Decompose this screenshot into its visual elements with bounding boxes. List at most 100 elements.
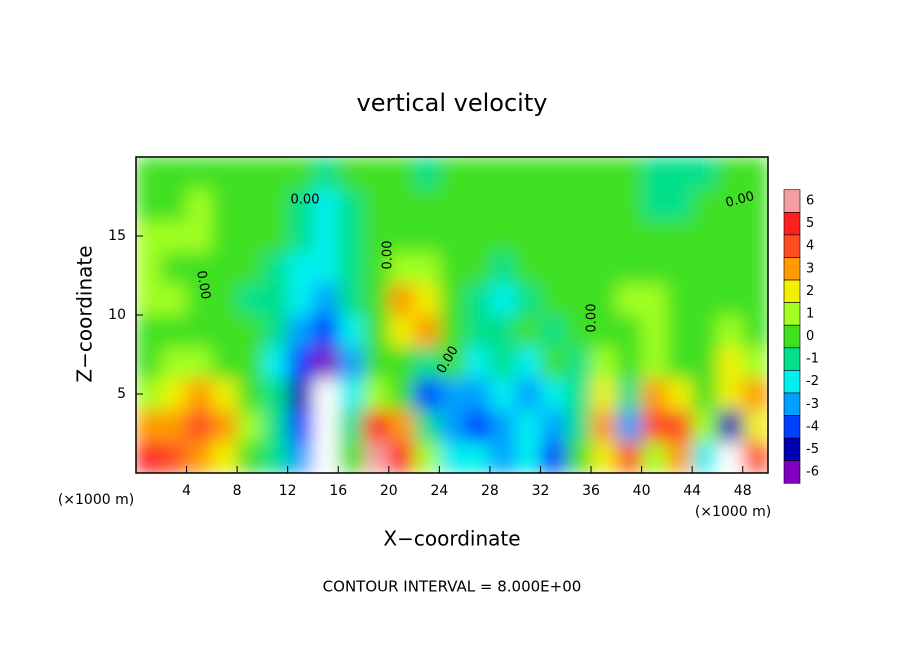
cell xyxy=(464,409,491,442)
cell xyxy=(312,441,339,473)
colorbar-label: 1 xyxy=(806,306,814,321)
x-tick-label: 32 xyxy=(532,483,550,499)
cell xyxy=(641,157,668,190)
colorbar-swatch xyxy=(783,279,801,303)
colorbar-label: 6 xyxy=(806,194,814,209)
cell xyxy=(616,220,643,253)
colorbar-swatch xyxy=(783,347,801,371)
colorbar-swatch xyxy=(783,460,801,484)
cell xyxy=(464,157,491,190)
cell xyxy=(136,441,162,473)
cell xyxy=(666,188,693,221)
cell xyxy=(565,315,592,348)
cell xyxy=(666,251,693,284)
cell xyxy=(489,409,516,442)
cell xyxy=(312,188,339,221)
cell xyxy=(338,378,365,411)
cell xyxy=(414,315,440,348)
cell xyxy=(262,188,289,221)
cell xyxy=(666,409,693,442)
cell xyxy=(439,251,466,284)
cell xyxy=(692,157,718,190)
x-tick-label: 20 xyxy=(380,483,398,499)
cell xyxy=(489,315,516,348)
cell xyxy=(388,157,415,190)
cell xyxy=(439,441,466,473)
cell xyxy=(388,251,415,284)
cell xyxy=(515,283,541,316)
colorbar-swatch xyxy=(783,415,801,439)
cell xyxy=(591,441,617,473)
cell xyxy=(616,346,643,379)
x-tick-label: 48 xyxy=(734,483,752,499)
cell xyxy=(692,409,718,442)
contour-label: 0.00 xyxy=(291,193,320,208)
cell xyxy=(616,251,643,284)
cell xyxy=(489,283,516,316)
cell xyxy=(540,220,567,253)
cell xyxy=(742,409,768,442)
cell xyxy=(287,346,314,379)
cell xyxy=(186,283,213,316)
cell xyxy=(439,346,466,379)
cell xyxy=(237,441,263,473)
cell xyxy=(363,283,390,316)
cell xyxy=(161,251,188,284)
cell xyxy=(186,346,213,379)
cell xyxy=(591,378,617,411)
cell xyxy=(312,157,339,190)
cell xyxy=(388,188,415,221)
cell xyxy=(186,251,213,284)
colorbar-swatch xyxy=(783,370,801,394)
cell xyxy=(742,251,768,284)
cell xyxy=(717,441,744,473)
cell xyxy=(489,251,516,284)
cell xyxy=(464,220,491,253)
cell xyxy=(262,346,289,379)
cell xyxy=(363,346,390,379)
cell xyxy=(414,409,440,442)
cell xyxy=(616,283,643,316)
cell xyxy=(363,441,390,473)
cell xyxy=(363,188,390,221)
cell xyxy=(262,283,289,316)
cell xyxy=(565,378,592,411)
cell xyxy=(666,346,693,379)
x-tick-label: 8 xyxy=(233,483,242,499)
cell xyxy=(540,283,567,316)
x-unit: (×1000 m) xyxy=(58,492,134,508)
cell xyxy=(287,220,314,253)
colorbar-swatch xyxy=(783,392,801,416)
x-tick-label: 4 xyxy=(182,483,191,499)
cell xyxy=(540,346,567,379)
cell xyxy=(136,409,162,442)
x-unit: (×1000 m) xyxy=(695,504,771,520)
colorbar-swatch xyxy=(783,257,801,281)
cell xyxy=(237,283,263,316)
cell xyxy=(742,315,768,348)
cell xyxy=(312,378,339,411)
cell xyxy=(717,315,744,348)
cell xyxy=(136,188,162,221)
cell xyxy=(591,315,617,348)
cell xyxy=(211,220,238,253)
cell xyxy=(186,378,213,411)
cell xyxy=(616,188,643,221)
cell xyxy=(565,251,592,284)
cell xyxy=(489,157,516,190)
plot-area xyxy=(136,157,768,473)
cell xyxy=(616,157,643,190)
x-tick-label: 28 xyxy=(481,483,499,499)
cell xyxy=(717,378,744,411)
cell xyxy=(287,188,314,221)
colorbar-label: -6 xyxy=(806,465,819,480)
cell xyxy=(742,220,768,253)
cell xyxy=(742,441,768,473)
colorbar-label: 2 xyxy=(806,284,814,299)
cell xyxy=(515,441,541,473)
x-tick-label: 44 xyxy=(683,483,701,499)
cell xyxy=(312,251,339,284)
colorbar-swatch xyxy=(783,302,801,326)
cell xyxy=(414,346,440,379)
